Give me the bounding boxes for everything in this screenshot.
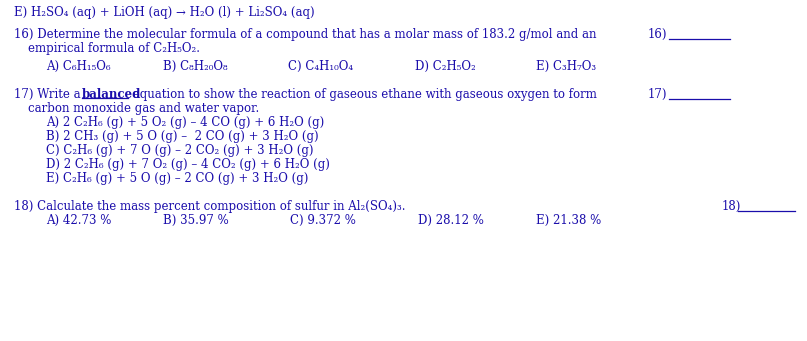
Text: A) C₆H₁₅O₆: A) C₆H₁₅O₆ xyxy=(46,60,111,73)
Text: C) C₂H₆ (g) + 7 O (g) – 2 CO₂ (g) + 3 H₂O (g): C) C₂H₆ (g) + 7 O (g) – 2 CO₂ (g) + 3 H₂… xyxy=(46,144,313,157)
Text: equation to show the reaction of gaseous ethane with gaseous oxygen to form: equation to show the reaction of gaseous… xyxy=(129,88,597,101)
Text: A) 2 C₂H₆ (g) + 5 O₂ (g) – 4 CO (g) + 6 H₂O (g): A) 2 C₂H₆ (g) + 5 O₂ (g) – 4 CO (g) + 6 … xyxy=(46,116,324,129)
Text: B) C₈H₂₀O₈: B) C₈H₂₀O₈ xyxy=(163,60,228,73)
Text: B) 2 CH₃ (g) + 5 O (g) –  2 CO (g) + 3 H₂O (g): B) 2 CH₃ (g) + 5 O (g) – 2 CO (g) + 3 H₂… xyxy=(46,130,319,143)
Text: E) H₂SO₄ (aq) + LiOH (aq) → H₂O (l) + Li₂SO₄ (aq): E) H₂SO₄ (aq) + LiOH (aq) → H₂O (l) + Li… xyxy=(14,6,315,19)
Text: balanced: balanced xyxy=(82,88,141,101)
Text: carbon monoxide gas and water vapor.: carbon monoxide gas and water vapor. xyxy=(28,102,259,115)
Text: empirical formula of C₂H₅O₂.: empirical formula of C₂H₅O₂. xyxy=(28,42,200,55)
Text: A) 42.73 %: A) 42.73 % xyxy=(46,214,111,227)
Text: E) C₃H₇O₃: E) C₃H₇O₃ xyxy=(536,60,596,73)
Text: 16) Determine the molecular formula of a compound that has a molar mass of 183.2: 16) Determine the molecular formula of a… xyxy=(14,28,596,41)
Text: D) C₂H₅O₂: D) C₂H₅O₂ xyxy=(415,60,476,73)
Text: C) C₄H₁₀O₄: C) C₄H₁₀O₄ xyxy=(288,60,353,73)
Text: 18): 18) xyxy=(722,200,742,213)
Text: B) 35.97 %: B) 35.97 % xyxy=(163,214,228,227)
Text: D) 28.12 %: D) 28.12 % xyxy=(418,214,484,227)
Text: 18) Calculate the mass percent composition of sulfur in Al₂(SO₄)₃.: 18) Calculate the mass percent compositi… xyxy=(14,200,405,213)
Text: 17) Write a: 17) Write a xyxy=(14,88,85,101)
Text: C) 9.372 %: C) 9.372 % xyxy=(290,214,356,227)
Text: D) 2 C₂H₆ (g) + 7 O₂ (g) – 4 CO₂ (g) + 6 H₂O (g): D) 2 C₂H₆ (g) + 7 O₂ (g) – 4 CO₂ (g) + 6… xyxy=(46,158,330,171)
Text: E) C₂H₆ (g) + 5 O (g) – 2 CO (g) + 3 H₂O (g): E) C₂H₆ (g) + 5 O (g) – 2 CO (g) + 3 H₂O… xyxy=(46,172,308,185)
Text: 17): 17) xyxy=(648,88,667,101)
Text: 16): 16) xyxy=(648,28,667,41)
Text: E) 21.38 %: E) 21.38 % xyxy=(536,214,601,227)
